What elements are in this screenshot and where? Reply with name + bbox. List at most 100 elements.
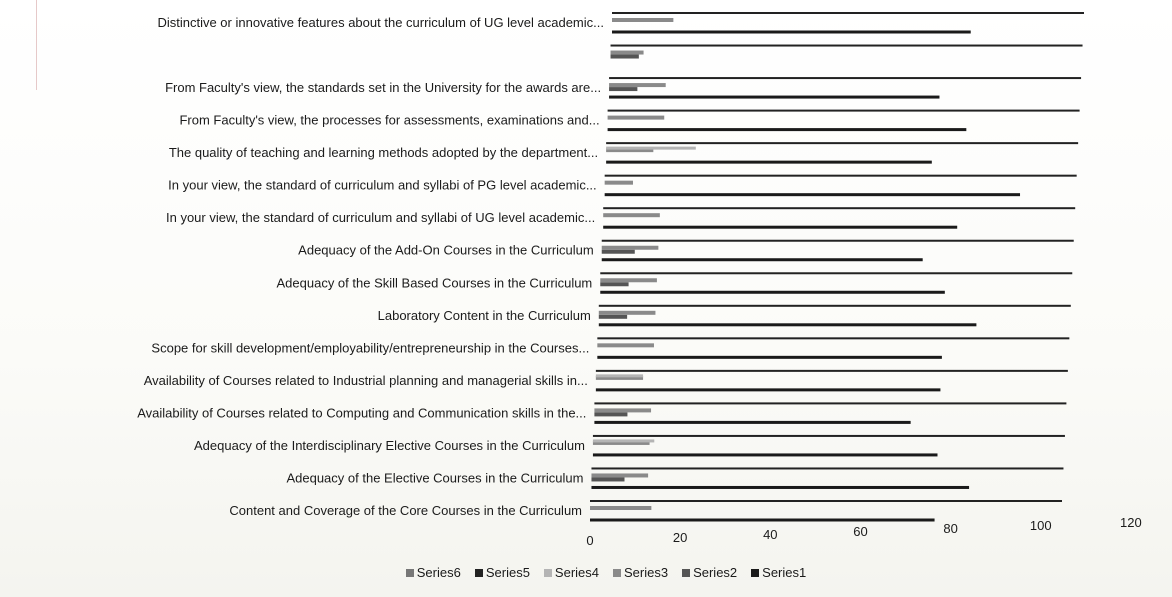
- bar-series5: [594, 402, 1067, 405]
- bar-series3: [590, 506, 652, 510]
- legend-label: Series3: [624, 565, 669, 580]
- x-tick-label: 0: [586, 533, 593, 548]
- bar-series5: [609, 77, 1082, 80]
- bar-series5: [590, 500, 1062, 502]
- x-tick-label: 100: [1030, 518, 1052, 533]
- bar-series1: [609, 95, 940, 99]
- bar-series2: [598, 314, 628, 319]
- legend-swatch: [543, 568, 552, 577]
- bar-series3: [609, 83, 666, 88]
- bar-series3: [600, 278, 657, 283]
- bar-series2: [609, 87, 638, 92]
- category-label: From Faculty's view, the standards set i…: [165, 80, 601, 95]
- bar-series3: [606, 148, 654, 153]
- bar-series4: [592, 439, 655, 443]
- bar-series5: [600, 272, 1073, 275]
- bar-series3: [603, 213, 660, 218]
- bar-series5: [607, 109, 1080, 112]
- category-label: Adequacy of the Add-On Courses in the Cu…: [298, 243, 594, 258]
- legend-item: Series1: [751, 565, 806, 580]
- bar-series1: [604, 193, 1021, 197]
- bar-series1: [607, 128, 967, 132]
- bar-series1: [592, 453, 938, 457]
- category-label: Availability of Courses related to Indus…: [144, 373, 588, 388]
- legend-item: Series5: [474, 565, 530, 580]
- legend: Series6 Series5 Series4 Series3 Series2 Serie…: [0, 565, 1172, 580]
- bar-series1: [603, 225, 958, 229]
- category-label: Adequacy of the Interdisciplinary Electi…: [194, 438, 585, 453]
- legend-label: Series5: [485, 565, 530, 580]
- bar-series5: [603, 207, 1076, 210]
- bar-series3: [607, 115, 665, 120]
- bar-series5: [601, 239, 1074, 242]
- category-labels: Distinctive or innovative features about…: [137, 15, 604, 518]
- legend-label: Series1: [762, 565, 807, 580]
- bar-series4: [595, 374, 644, 378]
- x-tick-label: 120: [1120, 515, 1142, 530]
- bar-series3: [601, 245, 659, 250]
- bar-series5: [606, 142, 1079, 145]
- legend-swatch: [405, 568, 414, 577]
- x-axis-ticks: 0 20 40 60 80 100 120: [586, 515, 1141, 548]
- bar-series5: [595, 369, 1068, 372]
- bar-series1: [606, 160, 932, 164]
- bar-series1: [597, 355, 942, 359]
- legend-item: Series2: [682, 565, 737, 580]
- legend-swatch: [613, 568, 621, 577]
- bar-series3: [598, 310, 656, 315]
- bar-series5: [591, 467, 1064, 470]
- legend-label: Series6: [416, 565, 461, 580]
- x-tick-label: 20: [673, 530, 687, 545]
- legend-swatch: [474, 568, 483, 577]
- legend-swatch: [751, 568, 760, 577]
- bar-series2: [600, 282, 629, 287]
- bar-series3: [612, 18, 674, 22]
- bar-series2: [594, 412, 628, 417]
- bar-series3: [594, 408, 652, 413]
- bar-series3: [592, 440, 650, 445]
- bar-series3: [591, 473, 649, 478]
- bar-series1: [595, 388, 941, 392]
- bar-series5: [604, 174, 1077, 177]
- bar-series5: [612, 12, 1084, 14]
- bars: [590, 12, 1084, 522]
- x-tick-label: 60: [853, 524, 867, 539]
- bar-series3: [610, 50, 644, 55]
- category-label: Adequacy of the Skill Based Courses in t…: [277, 275, 593, 290]
- category-label: In your view, the standard of curriculum…: [166, 210, 595, 225]
- category-label: In your view, the standard of curriculum…: [168, 178, 596, 193]
- bar-series5: [610, 44, 1083, 47]
- category-label: Content and Coverage of the Core Courses…: [229, 503, 582, 518]
- bar-series3: [595, 375, 644, 380]
- bar-series1: [601, 258, 923, 262]
- bar-series2: [601, 249, 635, 254]
- legend-item: Series6: [405, 565, 461, 580]
- legend-swatch: [682, 568, 691, 577]
- bar-series2: [610, 54, 639, 59]
- x-tick-label: 40: [763, 527, 777, 542]
- bar-series1: [612, 30, 971, 34]
- legend-label: Series4: [554, 565, 599, 580]
- category-label: The quality of teaching and learning met…: [169, 145, 598, 160]
- bar-series1: [594, 420, 911, 424]
- bar-series4: [606, 146, 696, 150]
- legend-label: Series2: [693, 565, 738, 580]
- bar-series5: [598, 304, 1071, 307]
- bar-series1: [598, 323, 977, 327]
- category-label: Scope for skill development/employabilit…: [151, 340, 589, 355]
- category-label: Availability of Courses related to Compu…: [137, 405, 586, 420]
- bar-series2: [591, 477, 625, 482]
- bar-series5: [597, 337, 1070, 340]
- category-label: Distinctive or innovative features about…: [157, 15, 604, 30]
- bar-series1: [590, 518, 935, 522]
- bar-series3: [597, 343, 654, 348]
- category-label: Laboratory Content in the Curriculum: [378, 308, 591, 323]
- x-tick-label: 80: [943, 521, 957, 536]
- legend-item: Series4: [543, 565, 599, 580]
- category-label: Adequacy of the Elective Courses in the …: [286, 470, 583, 485]
- legend-item: Series3: [613, 565, 668, 580]
- bar-series1: [591, 485, 970, 489]
- category-label: From Faculty's view, the processes for a…: [179, 113, 599, 128]
